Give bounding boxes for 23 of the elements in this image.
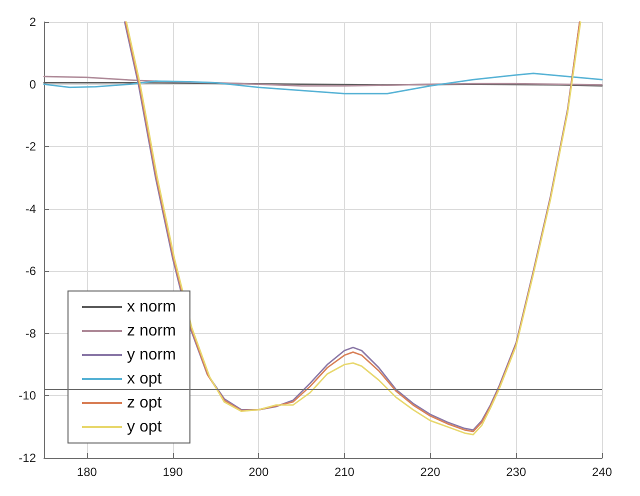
x-tick-label: 230: [506, 465, 526, 479]
y-tick-label: -12: [18, 451, 36, 465]
line-series: [43, 76, 603, 87]
y-tick-label: -2: [25, 140, 36, 154]
y-tick-label: -4: [25, 202, 36, 216]
legend-label: z opt: [127, 394, 162, 412]
x-tick-label: 180: [76, 465, 98, 479]
y-tick-label: 2: [29, 15, 36, 29]
x-tick-label: 190: [162, 465, 184, 479]
y-tick-label: -8: [25, 326, 36, 340]
y-tick-label: 0: [29, 77, 36, 92]
y-tick-label: -10: [18, 388, 36, 403]
x-tick-label: 210: [334, 465, 355, 479]
legend-label: y opt: [127, 418, 162, 436]
y-tick-label: -6: [25, 264, 36, 278]
x-tick-label: 220: [420, 465, 441, 479]
legend-label: x opt: [127, 370, 162, 388]
x-tick-label: 240: [592, 465, 612, 479]
x-tick-label: 200: [248, 465, 269, 479]
legend-label: y norm: [127, 346, 176, 364]
legend-label: z norm: [127, 322, 176, 340]
line-series: [43, 72, 603, 94]
legend-label: x norm: [127, 298, 176, 316]
